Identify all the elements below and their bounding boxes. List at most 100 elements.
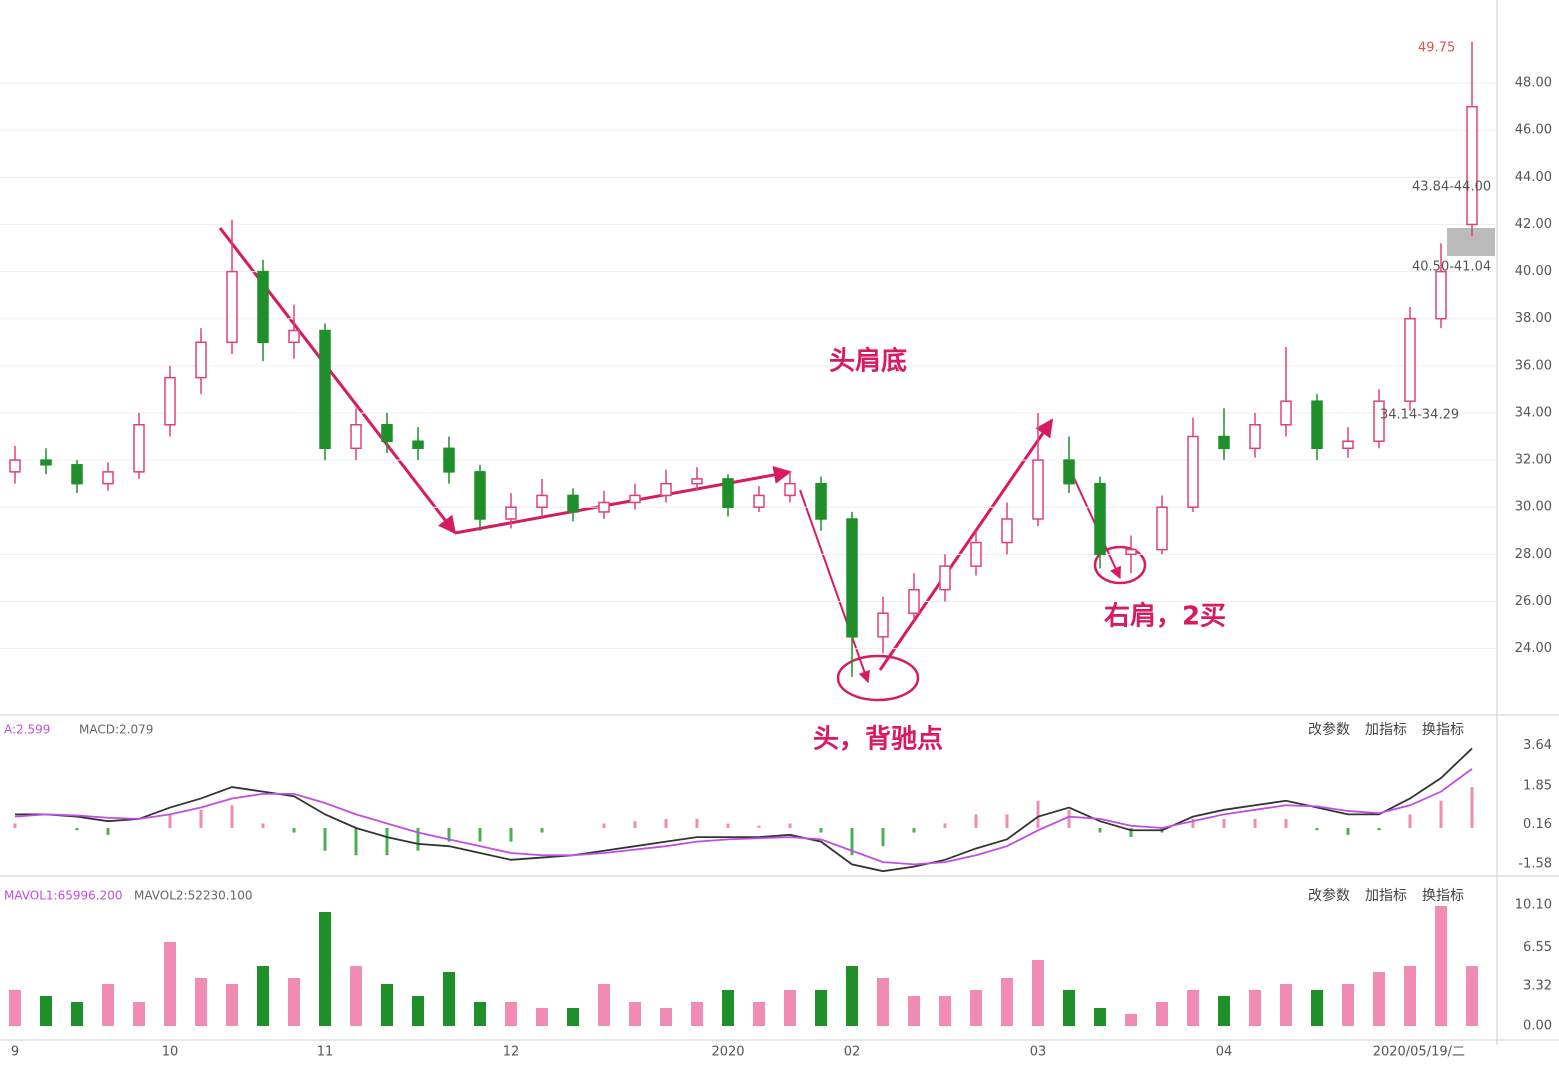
- panel-button[interactable]: 换指标: [1422, 721, 1464, 738]
- panel-button[interactable]: 加指标: [1365, 888, 1407, 904]
- volume-bar: [474, 1002, 486, 1026]
- volume-bar: [9, 990, 21, 1026]
- price-zone: [1447, 228, 1495, 256]
- y-tick-label: 38.00: [1515, 311, 1552, 326]
- candle-body: [1187, 435, 1199, 508]
- candle-body: [1311, 400, 1323, 450]
- candle-body: [288, 329, 300, 344]
- y-tick-label: 1.85: [1523, 778, 1552, 793]
- candle-body: [1373, 400, 1385, 442]
- volume-bar: [1001, 978, 1013, 1026]
- volume-bar: [257, 966, 269, 1026]
- volume-bar: [1032, 960, 1044, 1026]
- candle-body: [1001, 518, 1013, 544]
- volume-bar: [1218, 996, 1230, 1026]
- macd-line: [14, 768, 1473, 866]
- y-tick-label: 48.00: [1515, 76, 1552, 91]
- x-tick-label: 2020/05/19/二: [1373, 1045, 1465, 1060]
- y-tick-label: -1.58: [1518, 856, 1552, 871]
- legend-entry: A:2.599: [4, 723, 50, 737]
- candle-body: [40, 459, 52, 466]
- candle-body: [660, 482, 672, 497]
- legend-entry: MAVOL2:52230.100: [134, 889, 253, 903]
- y-tick-label: 42.00: [1515, 217, 1552, 232]
- volume-bar: [1063, 990, 1075, 1026]
- volume-bar: [629, 1002, 641, 1026]
- x-tick-label: 12: [503, 1045, 520, 1060]
- volume-bar: [164, 942, 176, 1026]
- candle-body: [1466, 105, 1478, 226]
- y-tick-label: 40.00: [1515, 264, 1552, 279]
- volume-bar: [1094, 1008, 1106, 1026]
- y-tick-label: 46.00: [1515, 123, 1552, 138]
- volume-bar: [1187, 990, 1199, 1026]
- candle-body: [1218, 435, 1230, 450]
- x-tick-label: 10: [162, 1045, 179, 1060]
- macd-line: [15, 747, 1473, 873]
- volume-bar: [133, 1002, 145, 1026]
- candle-body: [877, 612, 889, 638]
- volume-bar: [71, 1002, 83, 1026]
- panel-button[interactable]: 改参数: [1308, 721, 1350, 738]
- y-tick-label: 30.00: [1515, 500, 1552, 515]
- candle-body: [691, 478, 703, 485]
- candle-body: [846, 518, 858, 638]
- y-tick-label: 0.00: [1523, 1019, 1552, 1034]
- panel-button[interactable]: 改参数: [1308, 887, 1350, 904]
- volume-bar: [691, 1002, 703, 1026]
- volume-bar: [753, 1002, 765, 1026]
- candle-body: [133, 424, 145, 473]
- volume-bar: [381, 984, 393, 1026]
- legend-entry: MACD:2.079: [79, 723, 153, 737]
- candle-body: [319, 329, 331, 450]
- volume-bar: [846, 966, 858, 1026]
- volume-bar: [443, 972, 455, 1026]
- candle-body: [1249, 424, 1261, 450]
- volume-bar: [40, 996, 52, 1026]
- candle-body: [722, 478, 734, 508]
- candle-body: [102, 471, 114, 485]
- volume-bar: [319, 912, 331, 1026]
- y-tick-label: 3.64: [1523, 738, 1552, 753]
- candle-body: [257, 270, 269, 344]
- volume-bar: [1435, 906, 1447, 1026]
- annotation: 34.14-34.29: [1380, 408, 1459, 423]
- x-tick-label: 9: [11, 1045, 19, 1060]
- x-tick-label: 03: [1030, 1045, 1047, 1060]
- y-tick-label: 10.10: [1515, 897, 1552, 912]
- legend-entry: MAVOL1:65996.200: [4, 889, 123, 903]
- annotation: 右肩，2买: [1104, 601, 1226, 632]
- y-tick-label: 26.00: [1515, 594, 1552, 609]
- x-tick-label: 11: [317, 1045, 334, 1060]
- y-tick-label: 24.00: [1515, 641, 1552, 656]
- volume-bar: [660, 1008, 672, 1026]
- volume-bar: [1404, 966, 1416, 1026]
- candle-body: [1063, 459, 1075, 485]
- y-tick-label: 6.55: [1523, 940, 1552, 955]
- volume-bar: [1280, 984, 1292, 1026]
- y-tick-label: 34.00: [1515, 405, 1552, 420]
- volume-bar: [908, 996, 920, 1026]
- trend-arrows: [218, 227, 1147, 702]
- volume-bar: [226, 984, 238, 1026]
- candle-body: [629, 494, 641, 504]
- candle-body: [164, 376, 176, 426]
- volume-bar: [784, 990, 796, 1026]
- volume-bar: [350, 966, 362, 1026]
- annotation: 40.50-41.04: [1412, 260, 1491, 275]
- volume-bar: [102, 984, 114, 1026]
- x-tick-label: 02: [844, 1045, 861, 1060]
- candle-body: [1342, 440, 1354, 450]
- volume-bar: [939, 996, 951, 1026]
- annotation: 头肩底: [829, 346, 907, 377]
- volume-bar: [815, 990, 827, 1026]
- volume-bar: [1249, 990, 1261, 1026]
- candle-body: [536, 494, 548, 508]
- annotation: 49.75: [1418, 41, 1455, 56]
- panel-button[interactable]: 加指标: [1365, 722, 1407, 738]
- candle-body: [381, 424, 393, 442]
- volume-bar: [1156, 1002, 1168, 1026]
- volume-bar: [1342, 984, 1354, 1026]
- panel-button[interactable]: 换指标: [1422, 887, 1464, 904]
- volume-bar: [536, 1008, 548, 1026]
